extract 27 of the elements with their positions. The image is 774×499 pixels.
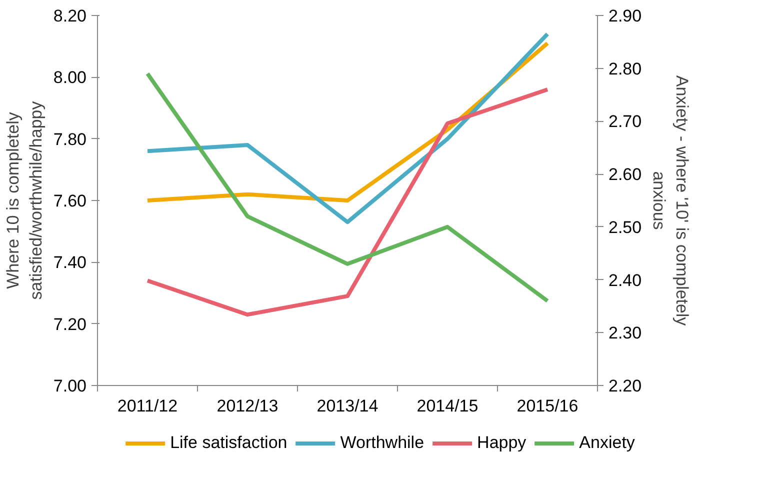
y2-tick-label: 2.70 [608,112,642,132]
y-tick-label: 7.20 [53,314,87,334]
legend-label: Life satisfaction [170,433,288,453]
legend-label: Anxiety [579,433,635,453]
y-tick-label: 7.80 [53,130,87,149]
y2-tick-label: 2.90 [608,6,642,26]
y2-axis-title: Anxiety - where '10' is completely anxious [650,75,692,326]
y2-tick-label: 2.50 [608,218,642,237]
y2-tick-label: 2.20 [608,376,642,396]
y2-tick-label: 2.60 [608,165,642,184]
y-tick-label: 8.00 [53,68,87,88]
x-tick-label: 2012/13 [216,396,278,416]
y-axis-title: Where 10 is completely satisfied/worthwhile/happy [4,100,46,300]
y-tick-label: 7.60 [53,192,87,210]
y-tick-label: 7.00 [53,376,87,396]
y2-tick-label: 2.40 [608,270,642,290]
legend-label: Happy [477,433,526,453]
y2-tick-label: 2.80 [608,59,642,78]
x-tick-label: 2015/16 [516,396,578,416]
x-tick-label: 2013/14 [316,396,378,416]
legend-label: Worthwhile [340,433,424,453]
x-tick-label: 2011/12 [117,396,178,416]
x-tick-label: 2014/15 [416,396,478,416]
line-series [146,32,550,224]
y2-tick-label: 2.30 [608,324,642,343]
y-tick-label: 7.40 [53,253,87,272]
y-tick-label: 8.20 [53,6,87,26]
